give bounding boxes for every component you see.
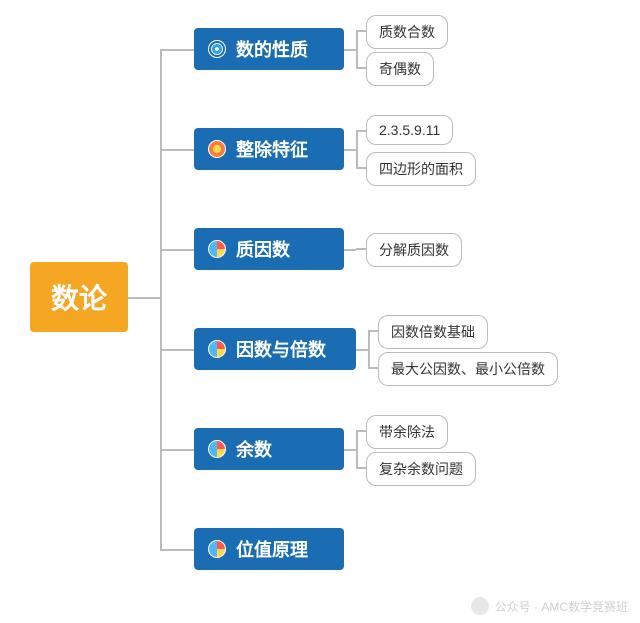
branch-label: 因数与倍数 [236,336,326,362]
pie-icon [208,340,226,358]
leaf-l2a: 2.3.5.9.11 [366,115,453,145]
root-node: 数论 [30,262,128,332]
branch-label: 整除特征 [236,136,308,162]
leaf-l4a: 因数倍数基础 [378,315,488,349]
branch-b4: 因数与倍数 [194,328,356,370]
branch-label: 数的性质 [236,36,308,62]
leaf-l5b: 复杂余数问题 [366,452,476,486]
badge-icon [208,140,226,158]
wechat-icon [471,597,489,615]
branch-b2: 整除特征 [194,128,344,170]
branch-b1: 数的性质 [194,28,344,70]
branch-b3: 质因数 [194,228,344,270]
branch-b6: 位值原理 [194,528,344,570]
leaf-l1b: 奇偶数 [366,52,434,86]
leaf-l5a: 带余除法 [366,415,448,449]
branch-label: 位值原理 [236,536,308,562]
branch-label: 质因数 [236,236,290,262]
leaf-l2b: 四边形的面积 [366,152,476,186]
watermark: 公众号 · AMC数学竞赛班 [471,597,628,615]
leaf-l4b: 最大公因数、最小公倍数 [378,352,558,386]
pie-icon [208,540,226,558]
pie-icon [208,240,226,258]
leaf-l1a: 质数合数 [366,15,448,49]
branch-b5: 余数 [194,428,344,470]
watermark-label: 公众号 · AMC数学竞赛班 [495,598,628,615]
leaf-l3a: 分解质因数 [366,233,462,267]
branch-label: 余数 [236,436,272,462]
pie-icon [208,440,226,458]
target-icon [208,40,226,58]
